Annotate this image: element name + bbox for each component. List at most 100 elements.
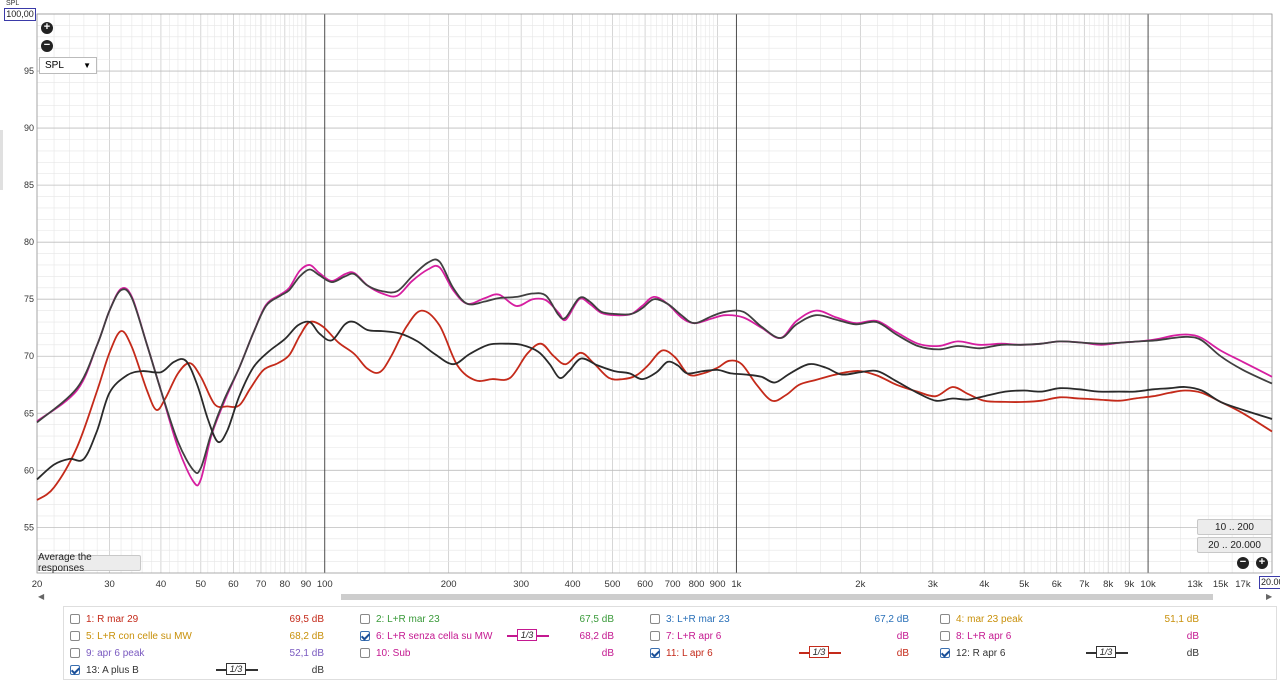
legend-label: 10: Sub — [376, 647, 411, 659]
series-line-4 — [36, 320, 1273, 481]
scroll-thumb[interactable] — [341, 594, 1213, 600]
legend-item[interactable]: 9: apr 6 peak — [70, 645, 144, 661]
legend-label: 2: L+R mar 23 — [376, 613, 440, 625]
x-tick-label: 7k — [1079, 579, 1089, 590]
smoothing-label: 1/3 — [226, 663, 246, 675]
x-tick-label: 1k — [731, 579, 741, 590]
legend-value: dB — [601, 648, 614, 659]
y-tick-label: 65 — [24, 408, 34, 418]
series-line-3 — [36, 258, 1273, 475]
legend-item[interactable]: 1: R mar 29 — [70, 611, 138, 627]
range-10-200-button[interactable]: 10 .. 200 — [1197, 519, 1272, 535]
legend-checkbox[interactable] — [650, 614, 660, 624]
x-tick-label: 6k — [1052, 579, 1062, 590]
legend-label: 7: L+R apr 6 — [666, 630, 722, 642]
x-tick-label: 800 — [689, 579, 705, 590]
y-tick-label: 70 — [24, 351, 34, 361]
legend-value: 68,2 dB — [579, 631, 614, 642]
smoothing-icon[interactable]: 1/3 — [1086, 646, 1128, 660]
zoom-out-icon[interactable]: − — [41, 40, 53, 52]
legend-value: 51,1 dB — [1164, 614, 1199, 625]
x-tick-label: 90 — [301, 579, 312, 590]
legend-item[interactable]: 4: mar 23 peak — [940, 611, 1023, 627]
smoothing-label: 1/3 — [1096, 646, 1116, 658]
spl-dropdown-label: SPL — [45, 60, 64, 71]
y-axis-title: SPL — [6, 0, 20, 7]
minor-grid — [36, 13, 1273, 574]
x-tick-label: 60 — [228, 579, 239, 590]
x-tick-labels: 20 30 40 50 60 70 80 90 100 200 300 400 500 600 700 800… — [32, 579, 1251, 590]
legend-checkbox[interactable] — [70, 631, 80, 641]
smoothing-label: 1/3 — [809, 646, 829, 658]
x-tick-label: 40 — [156, 579, 167, 590]
scroll-right-icon[interactable]: ▶ — [1266, 592, 1273, 601]
legend-value: dB — [896, 648, 909, 659]
legend-checkbox[interactable] — [70, 614, 80, 624]
legend-checkbox[interactable] — [70, 665, 80, 675]
legend-checkbox[interactable] — [360, 648, 370, 658]
x-tick-label: 300 — [513, 579, 529, 590]
legend-item[interactable]: 10: Sub — [360, 645, 410, 661]
x-tick-label: 2k — [855, 579, 865, 590]
horizontal-scrollbar[interactable]: ◀ ▶ — [36, 592, 1276, 602]
x-zoom-out-icon[interactable]: − — [1237, 557, 1249, 569]
x-tick-label: 9k — [1124, 579, 1134, 590]
x-tick-label: 500 — [605, 579, 621, 590]
legend-checkbox[interactable] — [360, 631, 370, 641]
legend-item[interactable]: 11: L apr 6 — [650, 645, 713, 661]
legend-value: 67,2 dB — [874, 614, 909, 625]
x-tick-label: 50 — [196, 579, 207, 590]
scroll-left-icon[interactable]: ◀ — [38, 592, 45, 601]
x-tick-label: 80 — [280, 579, 291, 590]
legend-item[interactable]: 13: A plus B — [70, 662, 139, 678]
legend-label: 5: L+R con celle su MW — [86, 630, 192, 642]
x-tick-label: 900 — [710, 579, 726, 590]
smoothing-icon[interactable]: 1/3 — [799, 646, 841, 660]
legend-checkbox[interactable] — [360, 614, 370, 624]
legend-item[interactable]: 2: L+R mar 23 — [360, 611, 440, 627]
plot-frame — [36, 13, 1273, 574]
series-lines — [36, 258, 1273, 501]
legend-value: dB — [311, 665, 324, 676]
x-tick-label: 600 — [637, 579, 653, 590]
x-tick-label: 20 — [32, 579, 43, 590]
legend-item[interactable]: 7: L+R apr 6 — [650, 628, 721, 644]
x-tick-label: 100 — [317, 579, 333, 590]
x-tick-label: 13k — [1187, 579, 1203, 590]
legend-label: 9: apr 6 peak — [86, 647, 145, 659]
zoom-in-icon[interactable]: + — [41, 22, 53, 34]
spl-dropdown[interactable]: SPL ▼ — [39, 57, 97, 74]
legend-item[interactable]: 12: R apr 6 — [940, 645, 1005, 661]
y-tick-label: 85 — [24, 180, 34, 190]
x-zoom-in-icon[interactable]: + — [1256, 557, 1268, 569]
legend-value: 69,5 dB — [289, 614, 324, 625]
legend-checkbox[interactable] — [940, 614, 950, 624]
smoothing-icon[interactable]: 1/3 — [507, 629, 549, 643]
x-tick-label: 5k — [1019, 579, 1029, 590]
legend-checkbox[interactable] — [650, 648, 660, 658]
legend-label: 6: L+R senza cella su MW — [376, 630, 493, 642]
smoothing-icon[interactable]: 1/3 — [216, 663, 258, 677]
series-line-1 — [36, 264, 1273, 487]
legend-item[interactable]: 5: L+R con celle su MW — [70, 628, 192, 644]
legend-checkbox[interactable] — [940, 648, 950, 658]
legend-item[interactable]: 6: L+R senza cella su MW — [360, 628, 492, 644]
legend-item[interactable]: 3: L+R mar 23 — [650, 611, 730, 627]
range-20-20000-button[interactable]: 20 .. 20.000 — [1197, 537, 1272, 553]
legend-label: 3: L+R mar 23 — [666, 613, 730, 625]
average-responses-button[interactable]: Average the responses — [37, 552, 141, 574]
legend-item[interactable]: 8: L+R apr 6 — [940, 628, 1011, 644]
y-max-value-field[interactable]: 100,00 — [4, 8, 36, 21]
legend-checkbox[interactable] — [940, 631, 950, 641]
x-max-value-field[interactable]: 20.000 — [1259, 576, 1280, 589]
legend-label: 12: R apr 6 — [956, 647, 1006, 659]
x-tick-label: 70 — [256, 579, 267, 590]
legend-value: dB — [896, 631, 909, 642]
y-tick-label: 55 — [24, 522, 34, 532]
x-tick-label: 700 — [665, 579, 681, 590]
legend-value: 67,5 dB — [579, 614, 614, 625]
legend-checkbox[interactable] — [650, 631, 660, 641]
legend-checkbox[interactable] — [70, 648, 80, 658]
y-tick-labels: 55 60 65 70 75 80 85 90 95 — [24, 66, 34, 532]
